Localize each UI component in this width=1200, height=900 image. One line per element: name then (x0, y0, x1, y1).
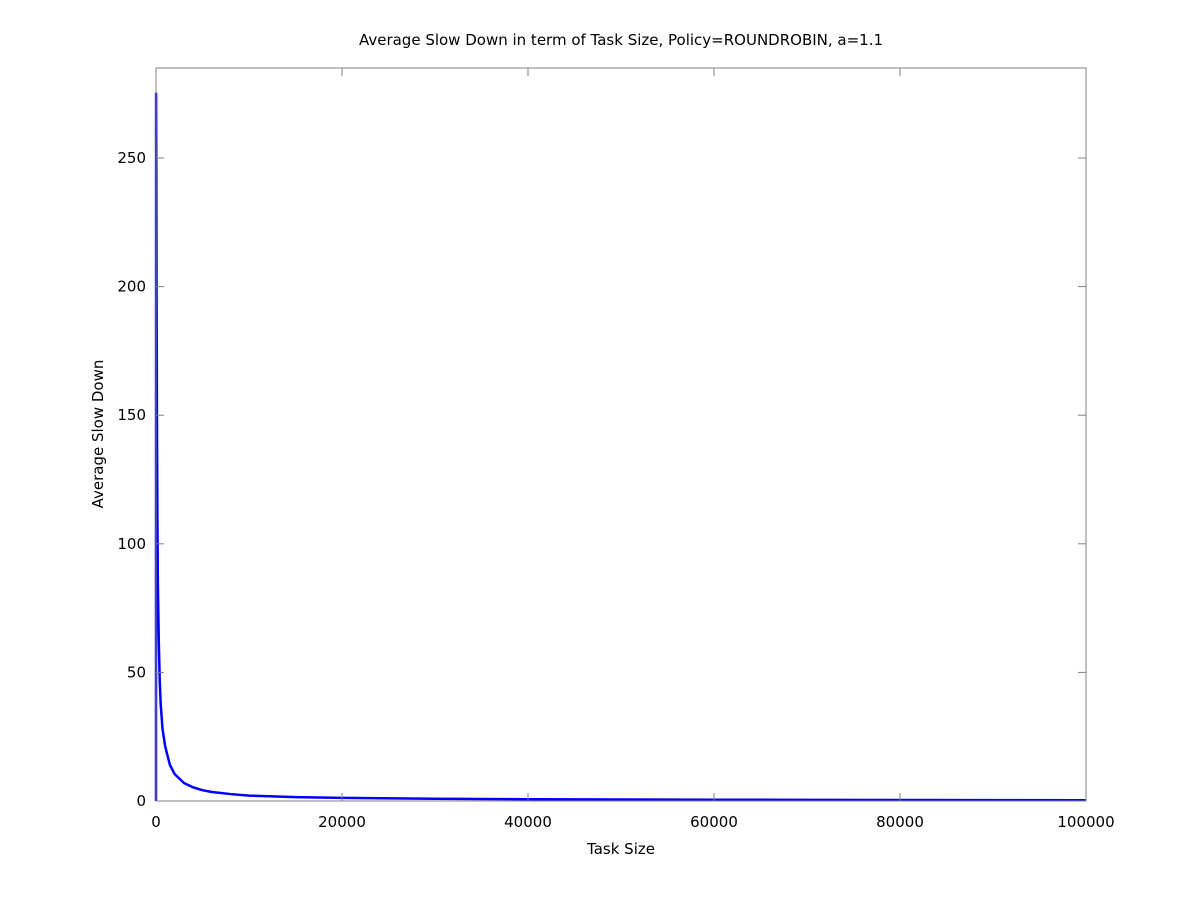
x-tick-label: 40000 (504, 813, 552, 831)
y-tick-label: 0 (136, 792, 146, 810)
x-axis-label: Task Size (586, 840, 655, 858)
y-tick-label: 100 (117, 535, 146, 553)
x-tick-label: 60000 (690, 813, 738, 831)
x-tick-label: 20000 (318, 813, 366, 831)
plot-area (154, 92, 1087, 802)
plot-frame (155, 67, 1087, 802)
y-tick-label: 150 (117, 406, 146, 424)
chart-title: Average Slow Down in term of Task Size, … (359, 31, 883, 49)
y-tick-label: 50 (127, 663, 146, 681)
series-line (154, 92, 1087, 802)
x-tick-label: 80000 (876, 813, 924, 831)
y-axis-label: Average Slow Down (89, 360, 107, 509)
y-tick-label: 200 (117, 278, 146, 296)
x-tick-label: 0 (151, 813, 161, 831)
y-tick-label: 250 (117, 149, 146, 167)
x-tick-label: 100000 (1057, 813, 1114, 831)
axes: 0 20000 40000 60000 80000 100000 0 50 100 150 200 2… (117, 67, 1115, 831)
